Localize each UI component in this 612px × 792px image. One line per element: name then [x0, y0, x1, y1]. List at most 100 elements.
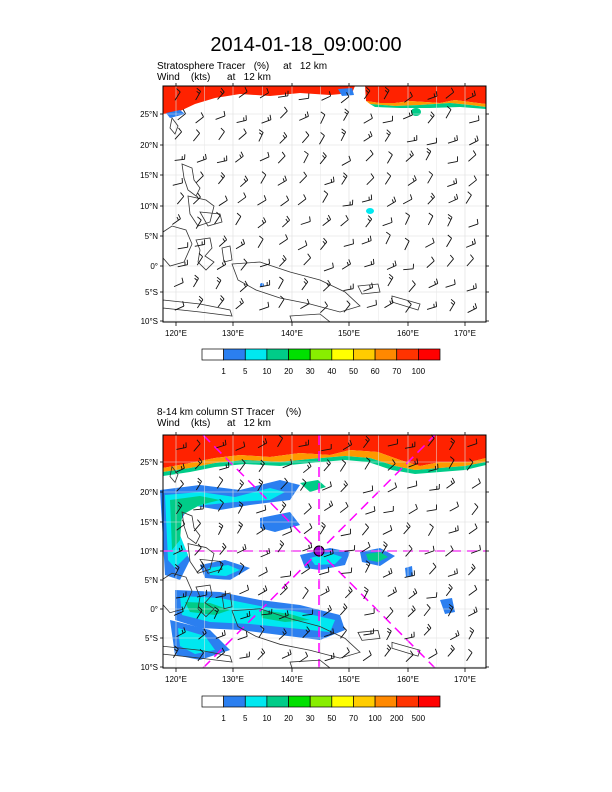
lat-label: 10°S — [141, 317, 158, 326]
coastline — [199, 558, 223, 574]
panel2-frame — [162, 434, 487, 669]
wind-barb — [340, 92, 350, 104]
wind-barb — [449, 437, 456, 451]
wind-barb — [216, 259, 227, 270]
wind-barb — [408, 503, 418, 515]
wind-barb — [177, 109, 186, 121]
wind-barb — [216, 647, 225, 659]
coastline — [181, 163, 201, 197]
wind-barb — [256, 524, 266, 535]
colorbar-label: 70 — [349, 714, 358, 723]
colorbar-label: 5 — [243, 714, 248, 723]
wind-barb — [217, 87, 225, 100]
wind-barb — [278, 276, 284, 290]
wind-barb — [173, 277, 184, 288]
wind-barb — [340, 215, 349, 227]
colorbar-cell — [223, 348, 246, 361]
wind-barb — [237, 521, 243, 534]
wind-barb — [445, 106, 452, 119]
wind-barb — [218, 127, 225, 141]
colorbar-cell — [418, 695, 441, 708]
colorbar-cell — [309, 695, 333, 708]
wind-barb — [177, 259, 188, 268]
wind-barb — [218, 172, 226, 185]
wind-barb — [215, 629, 226, 639]
wind-barb — [196, 561, 205, 573]
panel2-map — [160, 434, 486, 669]
wind-barb — [387, 459, 396, 471]
wind-barb — [322, 481, 332, 491]
lat-label: 25°N — [140, 458, 158, 467]
wind-barb — [320, 585, 330, 596]
colorbar-label: 30 — [306, 714, 315, 723]
wind-barb — [339, 603, 348, 616]
colorbar-label: 30 — [306, 367, 315, 376]
wind-barb — [402, 194, 413, 205]
wind-barb — [365, 506, 376, 515]
wind-barb — [299, 111, 309, 121]
wind-barb — [258, 625, 265, 638]
wind-barb — [258, 129, 264, 142]
lat-label: 0° — [150, 605, 158, 614]
wind-barb — [404, 91, 413, 103]
colorbar-cell — [244, 695, 268, 708]
colorbar-label: 500 — [412, 714, 426, 723]
wind-barb — [257, 478, 264, 492]
wind-barb — [193, 519, 201, 532]
wind-barb — [195, 171, 204, 183]
wind-barb — [280, 195, 290, 207]
wind-barb — [174, 127, 182, 140]
wind-barb — [277, 90, 289, 98]
wind-barb — [363, 86, 371, 100]
wind-barb — [215, 110, 226, 120]
wind-barb — [361, 235, 372, 245]
colorbar-cell — [266, 695, 289, 708]
colorbar-cell — [201, 695, 224, 708]
wind-barb — [277, 151, 286, 164]
map-title: 2014-01-18_09:00:00 — [210, 34, 402, 56]
wind-barb — [343, 283, 354, 291]
wind-barb — [404, 212, 411, 225]
wind-barb — [405, 150, 414, 162]
wind-barb — [323, 459, 331, 472]
wind-barb — [259, 87, 269, 99]
colorbar-label: 60 — [371, 367, 380, 376]
wind-barb — [448, 456, 455, 469]
panel1-tracer-green-fringe — [370, 103, 486, 109]
wind-barb — [302, 542, 313, 552]
wind-barb — [302, 586, 309, 600]
wind-barb — [449, 298, 456, 312]
wind-barb — [361, 541, 371, 553]
wind-barb — [299, 171, 307, 184]
colorbar-cell — [266, 348, 289, 361]
wind-barb — [340, 128, 347, 142]
wind-barb — [303, 461, 312, 474]
wind-barb — [216, 155, 228, 164]
wind-barb — [238, 86, 248, 98]
wind-barb — [385, 231, 391, 245]
wind-barb — [383, 86, 390, 100]
lon-label: 130°E — [222, 329, 244, 338]
wind-barb — [197, 295, 204, 309]
wind-barb — [194, 543, 202, 556]
wind-barb — [278, 628, 287, 640]
wind-barb — [319, 132, 325, 145]
wind-barb — [216, 476, 224, 489]
wind-barb — [195, 477, 202, 491]
colorbar-cell — [374, 695, 398, 708]
colorbar-cell — [396, 695, 419, 708]
wind-barb — [193, 439, 201, 452]
wind-barb — [445, 545, 454, 557]
wind-barb — [238, 562, 245, 575]
wind-barb — [408, 458, 419, 468]
wind-barb — [219, 542, 227, 555]
wind-barb — [322, 190, 329, 203]
wind-barb — [239, 651, 250, 659]
wind-barb — [257, 438, 268, 449]
wind-barb — [176, 192, 185, 205]
wind-barb — [364, 258, 375, 268]
colorbar-label: 20 — [284, 367, 293, 376]
wind-barb — [302, 626, 311, 639]
wind-barb — [404, 441, 416, 449]
wind-barb — [303, 150, 309, 164]
